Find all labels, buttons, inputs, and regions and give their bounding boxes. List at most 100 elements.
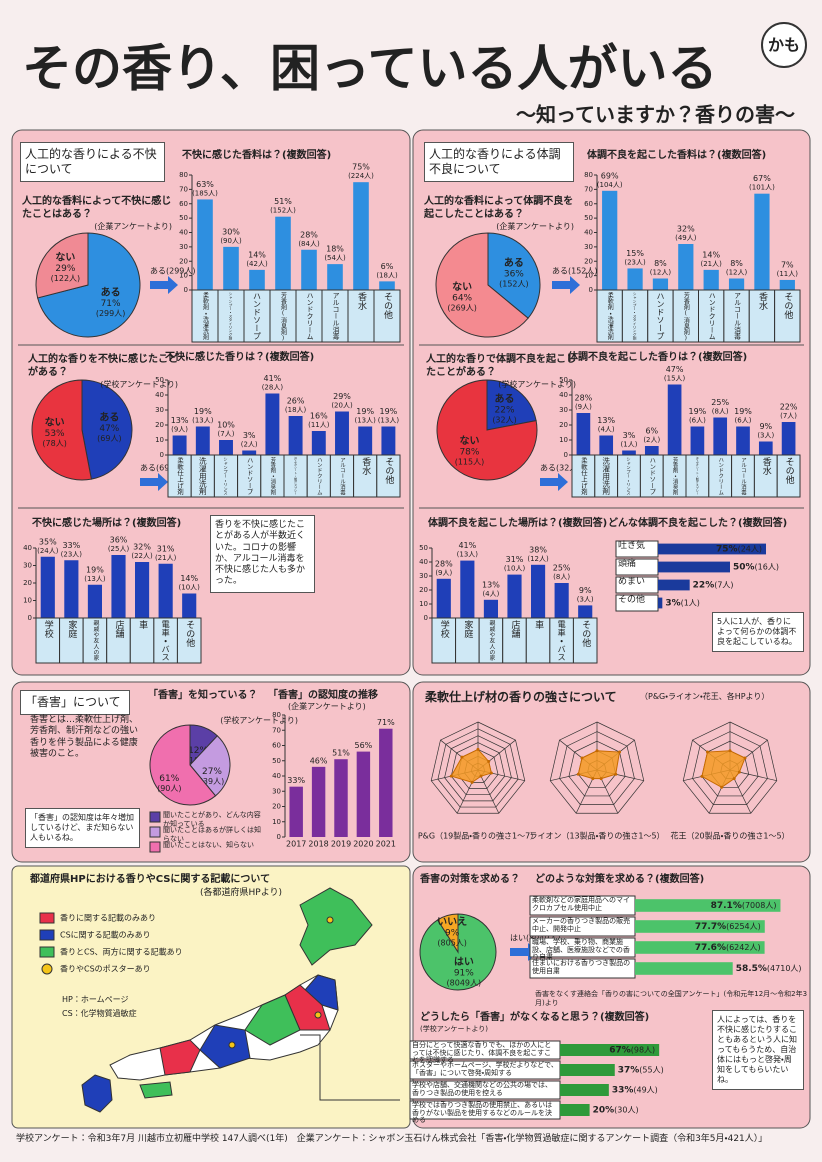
- count-label: (11人): [308, 421, 330, 429]
- x-tick-label: 芳香剤・消臭剤: [269, 456, 276, 497]
- value-label: 67%: [609, 1046, 631, 1056]
- y-tick-label: 20: [419, 586, 428, 594]
- count-label: (9人): [575, 403, 592, 411]
- count-label: (13人): [192, 417, 214, 425]
- x-tick-label: 香水: [356, 292, 367, 310]
- chart-title: どんな体調不良を起こした？(複数回答): [608, 518, 788, 529]
- value-label: 13%: [171, 416, 189, 425]
- slice-count-label: (90人): [157, 784, 181, 793]
- slice-count-label: (32人): [492, 415, 516, 424]
- category-cell: [269, 289, 297, 343]
- bar: [195, 426, 210, 455]
- y-tick-label: 30: [419, 572, 428, 580]
- bar: [353, 182, 369, 290]
- legend-label: 香りやCSのポスターあり: [60, 964, 151, 974]
- chart-source: (学校アンケートより): [498, 380, 576, 389]
- pie-slice: [149, 724, 217, 806]
- y-tick-label: 0: [589, 286, 593, 294]
- slice-value-label: 22%: [495, 405, 515, 415]
- slice-value-label: 71%: [101, 299, 121, 309]
- y-tick-label: 50: [155, 376, 164, 384]
- legend-swatch: [149, 811, 161, 823]
- slice-category: ない: [452, 281, 472, 293]
- count-label: (54人): [324, 254, 346, 262]
- radar-point: [743, 756, 747, 760]
- x-tick-label: シャンプー・スタイリング剤: [632, 292, 637, 341]
- value-label: 8%: [730, 259, 743, 268]
- y-tick-label: 30: [272, 787, 281, 795]
- count-label: (12人): [650, 269, 672, 277]
- bar: [197, 199, 213, 290]
- x-tick-label: 学校: [439, 619, 450, 639]
- count-label: (1人): [621, 441, 638, 449]
- radar-caption: 花王（20製品・香りの強さ1〜5）: [670, 831, 789, 841]
- x-tick-label: 2019: [331, 840, 351, 849]
- y-tick-label: 10: [179, 272, 188, 280]
- value-label: 33%: [287, 776, 305, 785]
- value-label: 26%: [287, 397, 305, 406]
- x-tick-label: 芳香剤・消臭剤: [672, 456, 679, 497]
- bar: [678, 244, 694, 290]
- bar: [578, 605, 593, 618]
- arrow-label: ある(152人): [552, 267, 598, 276]
- value-label: 75%: [352, 163, 370, 172]
- x-tick-label: 洗濯用洗剤: [198, 456, 207, 496]
- y-tick-label: 0: [28, 614, 32, 622]
- value-label: 35%: [39, 537, 57, 546]
- value-label: 37%: [618, 1066, 640, 1076]
- value-label: 33%: [62, 541, 80, 550]
- y-tick-label: 30: [179, 243, 188, 251]
- count-label: (49人): [675, 234, 697, 242]
- count-label: (7人): [218, 430, 235, 438]
- value-label: 22%: [693, 581, 715, 591]
- slice-category: ある: [101, 286, 121, 299]
- count-label: (15人): [664, 375, 686, 383]
- category-cell: [723, 289, 750, 343]
- slice-category: いいえ: [437, 916, 467, 928]
- count-label: (10人): [504, 565, 526, 573]
- arrow: [552, 276, 580, 294]
- count-label: (9人): [435, 569, 452, 577]
- bar: [728, 278, 745, 290]
- bar: [335, 411, 349, 455]
- slice-count-label: (152人): [499, 279, 529, 288]
- x-tick-label: 香水: [761, 457, 772, 475]
- category-cell: [243, 289, 271, 343]
- category-cell: [347, 289, 375, 343]
- y-tick-label: 50: [419, 544, 428, 552]
- y-tick-label: 0: [564, 451, 568, 459]
- chart-title: 体調不良を起こした香料は？(複数回答): [587, 150, 767, 161]
- bar: [507, 574, 522, 618]
- bar: [311, 766, 326, 837]
- category-label: 住まいにおける香りつき製品の使用自粛: [532, 959, 631, 975]
- radar-point: [580, 756, 584, 760]
- count-label: (21人): [155, 554, 177, 562]
- x-tick-label: 店舗: [114, 620, 125, 639]
- radar-point: [476, 747, 480, 751]
- legend-label: 香りとCS、両方に関する記載あり: [60, 947, 183, 957]
- radar-point: [487, 759, 491, 763]
- bar: [135, 562, 150, 618]
- pie-slice: [35, 232, 89, 299]
- value-label: 14%: [248, 250, 266, 259]
- y-tick-label: 50: [584, 214, 593, 222]
- pie-slice: [487, 232, 541, 319]
- count-label: (4人): [598, 426, 615, 434]
- value-label: 19%: [380, 407, 398, 416]
- count-label: (3人): [577, 595, 594, 603]
- x-tick-label: 2017: [286, 840, 306, 849]
- bar: [379, 281, 395, 290]
- chart-title: 人工的な香りを不快に感じたことがある？: [28, 354, 178, 378]
- chart-title: 人工的な香りで体調不良を起こしたことがある？: [426, 354, 576, 378]
- value-label: 22%: [780, 403, 798, 412]
- count-label: (30人): [614, 1106, 638, 1115]
- value-label: 77.6%: [695, 943, 726, 953]
- y-tick-label: 60: [584, 200, 593, 208]
- value-label: 20%: [593, 1106, 615, 1116]
- arrow: [140, 473, 168, 491]
- count-label: (16人): [755, 563, 779, 572]
- count-label: (55人): [639, 1066, 663, 1075]
- x-tick-label: アルコール消毒: [740, 457, 747, 497]
- slice-category: ない: [459, 435, 479, 447]
- category-cell: [748, 289, 776, 343]
